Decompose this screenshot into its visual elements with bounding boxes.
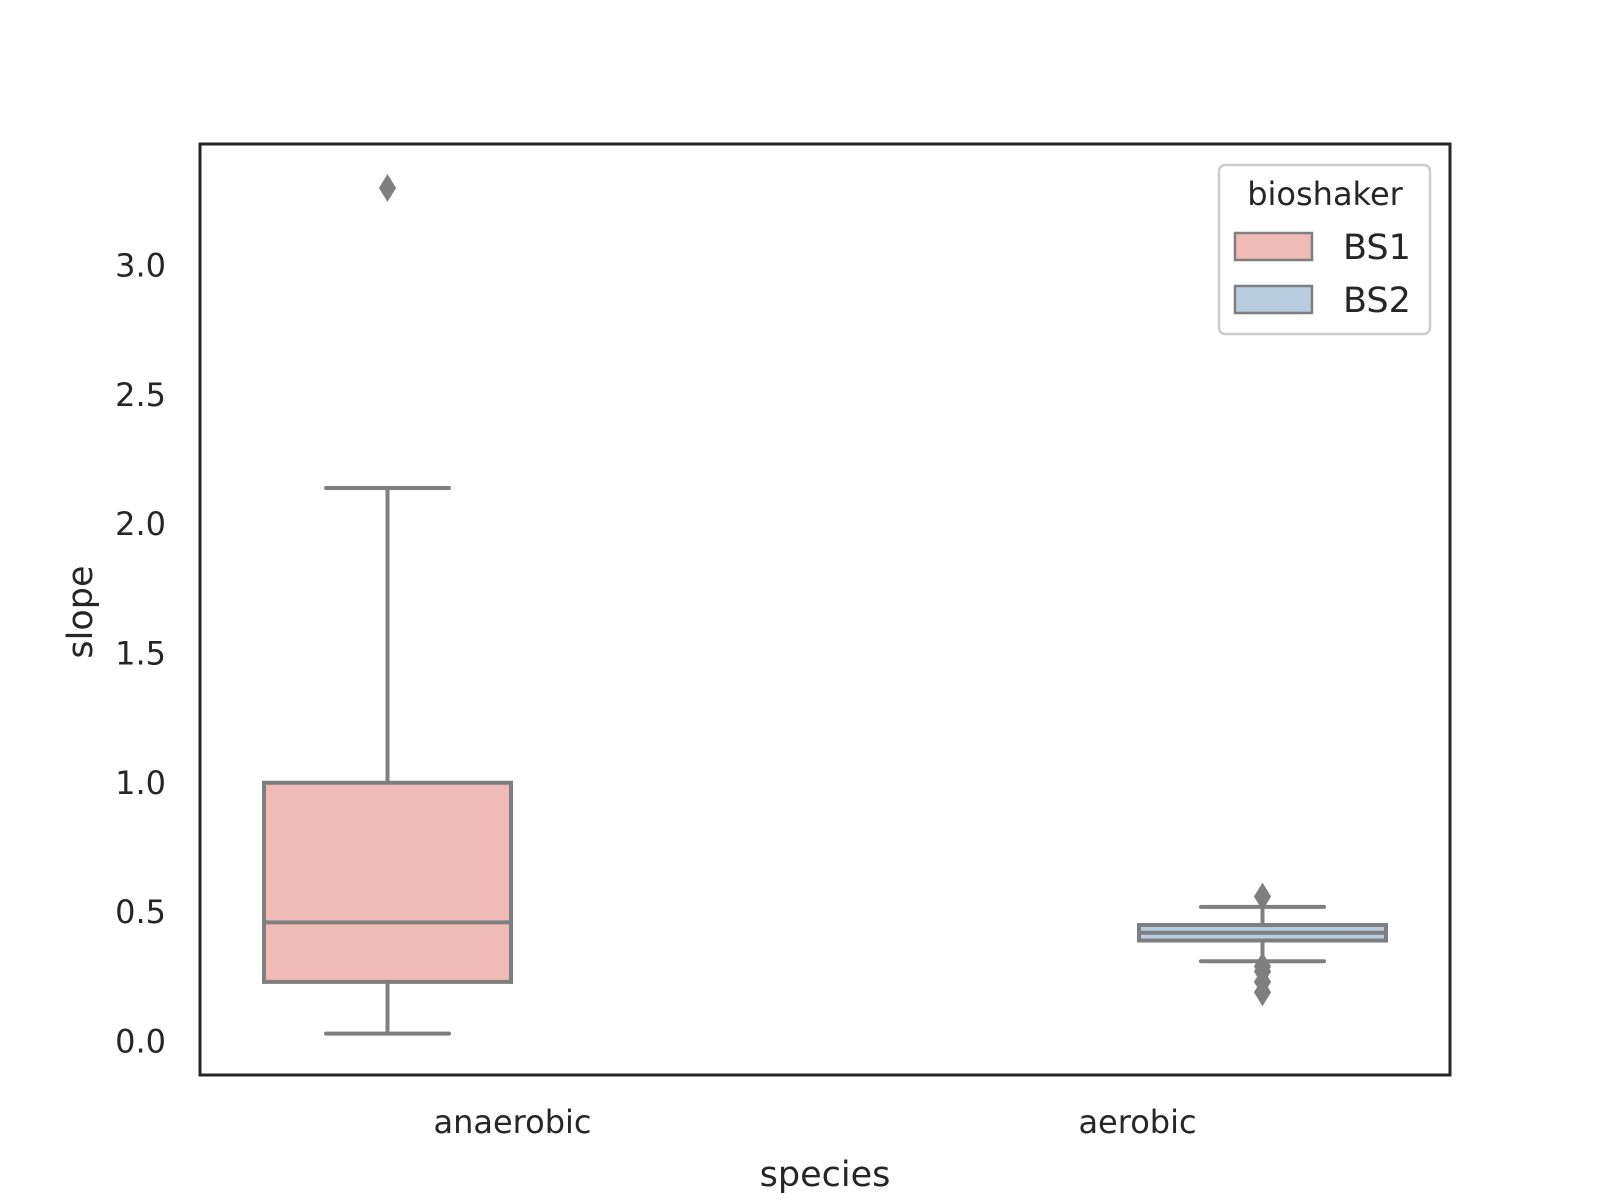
x-axis-label: species <box>760 1155 891 1195</box>
y-axis-label: slope <box>61 565 101 658</box>
legend: bioshaker BS1 BS2 <box>1217 163 1432 336</box>
plot-area <box>262 174 1388 1036</box>
legend-swatch-bs1 <box>1233 231 1314 262</box>
outlier-point <box>378 174 397 202</box>
x-axis: anaerobic aerobic <box>433 1103 1196 1141</box>
y-axis: 0.0 0.5 1.0 1.5 2.0 2.5 3.0 <box>115 247 166 1061</box>
outlier-point <box>1253 978 1272 1007</box>
legend-title: bioshaker <box>1247 175 1403 213</box>
x-tick-label: aerobic <box>1078 1103 1196 1141</box>
y-tick-label: 2.5 <box>115 376 166 414</box>
box-iqr <box>262 780 513 984</box>
box-group-bs1 <box>262 174 513 1036</box>
y-tick-label: 3.0 <box>115 247 166 285</box>
x-tick-label: anaerobic <box>433 1103 591 1141</box>
y-tick-label: 2.0 <box>115 505 166 543</box>
y-tick-label: 1.0 <box>115 764 166 802</box>
legend-swatch-bs2 <box>1233 284 1314 315</box>
legend-label-bs1: BS1 <box>1343 228 1411 268</box>
y-tick-label: 0.0 <box>115 1022 166 1060</box>
y-tick-label: 1.5 <box>115 634 166 672</box>
y-tick-label: 0.5 <box>115 893 166 931</box>
legend-label-bs2: BS2 <box>1343 281 1411 321</box>
outlier-point <box>1253 882 1272 911</box>
plot-frame <box>198 142 1452 1077</box>
box-group-bs2 <box>1137 882 1388 1007</box>
